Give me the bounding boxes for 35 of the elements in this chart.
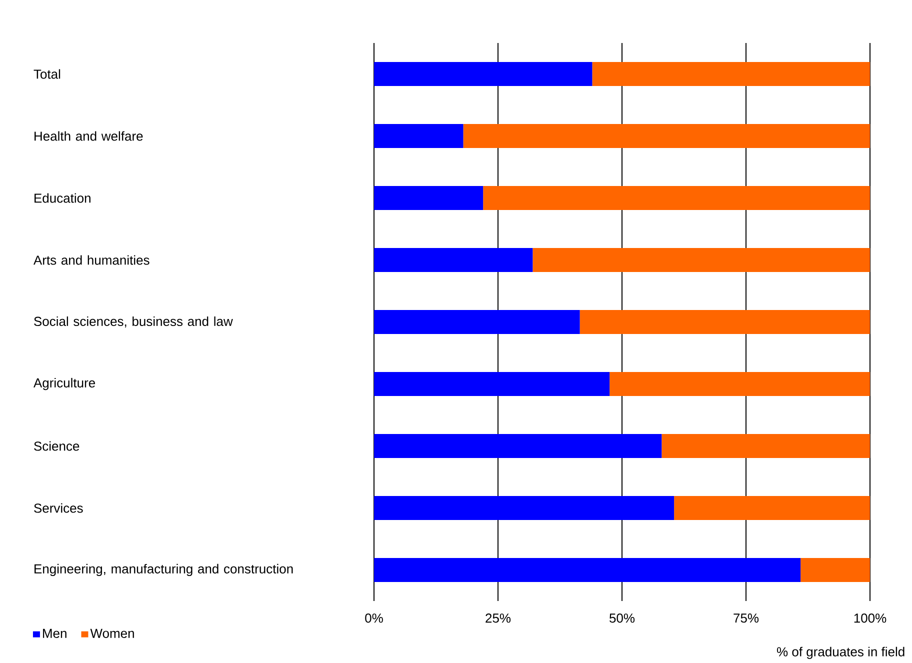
x-tick-label: 50% xyxy=(610,613,635,623)
bar xyxy=(580,310,870,334)
y-tick-label: Science xyxy=(34,441,80,451)
y-tick-label: Health and welfare xyxy=(34,131,143,141)
x-axis-title: % of graduates in field xyxy=(776,646,904,659)
x-tick-label: 75% xyxy=(734,613,759,623)
bar xyxy=(374,248,533,272)
bar xyxy=(374,558,801,582)
bar xyxy=(532,248,870,272)
bar xyxy=(374,434,662,458)
y-tick-label: Services xyxy=(34,503,83,513)
x-tick-label: 100% xyxy=(854,613,886,623)
bar xyxy=(483,186,870,210)
bar xyxy=(374,124,464,148)
y-tick-label: Social sciences, business and law xyxy=(34,316,233,328)
x-tick-label: 0% xyxy=(365,613,383,623)
y-tick-label: Engineering, manufacturing and construction xyxy=(34,564,293,576)
bar xyxy=(374,372,610,396)
bar xyxy=(662,434,870,458)
bar xyxy=(374,496,674,520)
bar xyxy=(374,62,592,86)
y-tick-label: Education xyxy=(34,193,90,203)
y-tick-label: Arts and humanities xyxy=(34,255,150,265)
y-tick-label: Agriculture xyxy=(34,378,96,390)
x-tick-label: 25% xyxy=(486,613,511,623)
y-tick-label: Total xyxy=(34,69,60,79)
legend-label: Women xyxy=(90,628,134,638)
legend-label: Men xyxy=(43,628,66,638)
bar xyxy=(674,496,870,520)
bar xyxy=(592,62,870,86)
bar xyxy=(463,124,870,148)
bar xyxy=(610,372,870,396)
bar xyxy=(800,558,870,582)
bar xyxy=(374,186,484,210)
bar xyxy=(374,310,580,334)
